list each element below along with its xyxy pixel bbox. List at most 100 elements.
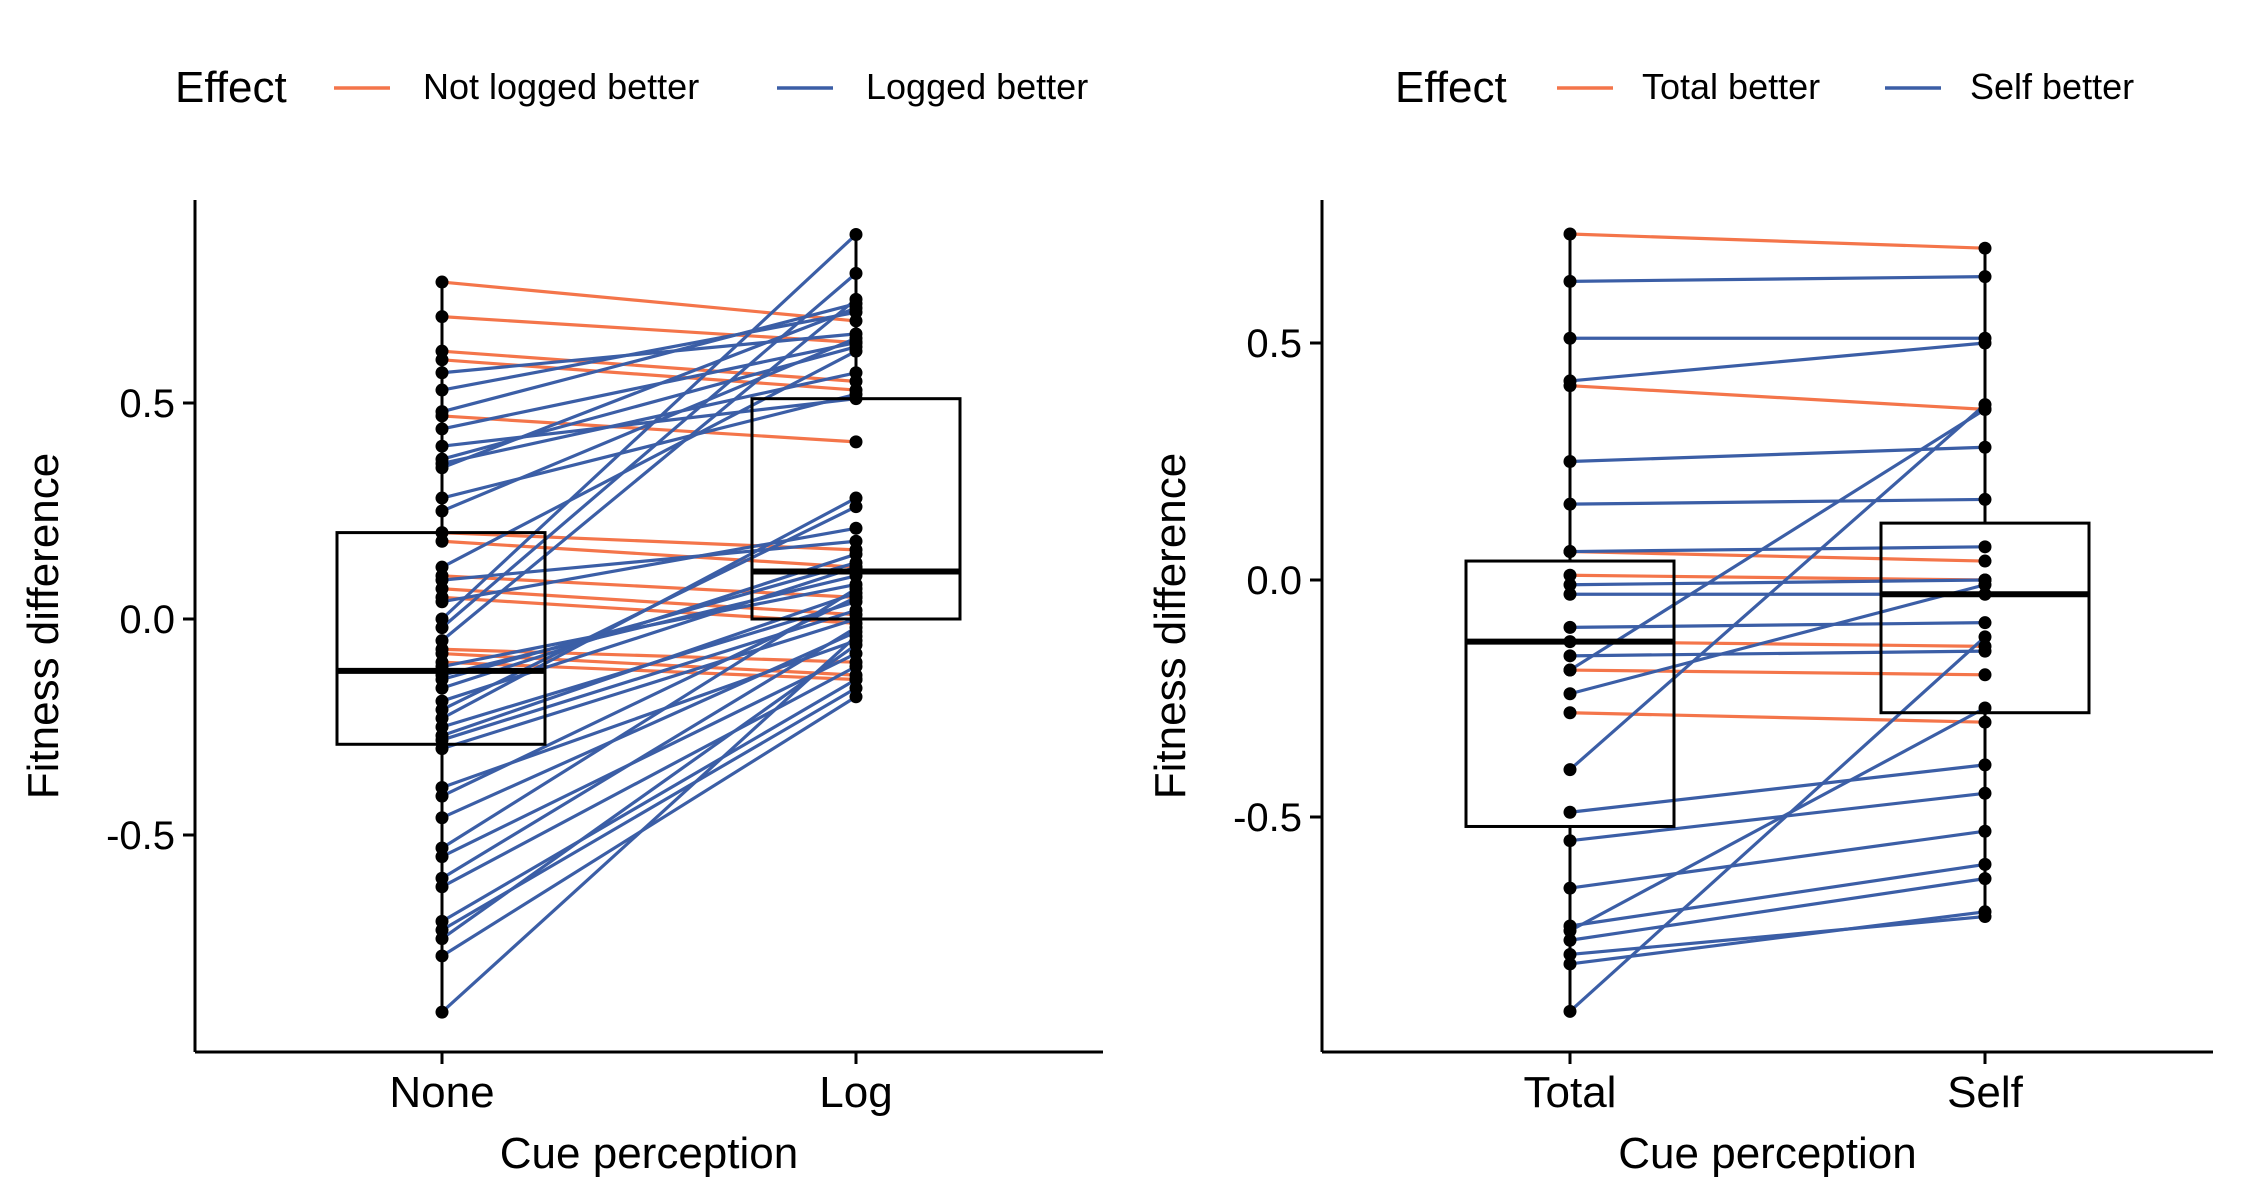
- legend-label-0: Not logged better: [423, 66, 699, 107]
- point-none-49: [435, 932, 449, 946]
- pair-line-8: [441, 587, 857, 617]
- point-log-26: [849, 228, 863, 242]
- pair-line-27: [440, 272, 858, 629]
- point-self-9: [1978, 336, 1992, 350]
- pair-line-24: [1569, 706, 1986, 933]
- point-log-21: [849, 387, 863, 401]
- y-tick-label-1: 0.0: [1246, 559, 1302, 603]
- pair-line-46: [441, 665, 857, 889]
- pair-line-12: [1569, 545, 1986, 554]
- point-none-15: [435, 405, 449, 419]
- pair-line-23: [1569, 862, 1986, 928]
- point-self-24: [1978, 701, 1992, 715]
- point-none-50: [435, 949, 449, 963]
- panel-2: Effect Total better Self better -0.5 0.0 0.5 T…: [1146, 63, 2213, 1178]
- pair-line-13: [1569, 578, 1986, 587]
- point-none-20: [435, 461, 449, 475]
- point-total-21: [1563, 834, 1577, 848]
- pair-line-39: [441, 617, 857, 751]
- point-log-28: [849, 292, 863, 306]
- point-total-6: [1563, 706, 1577, 720]
- point-self-20: [1978, 758, 1992, 772]
- point-self-23: [1978, 857, 1992, 871]
- point-total-18: [1563, 687, 1577, 701]
- pair-line-10: [1569, 445, 1986, 464]
- point-self-16: [1978, 644, 1992, 658]
- pair-line-21: [441, 392, 857, 500]
- pair-line-23: [441, 349, 857, 569]
- legend: Effect Total better Self better: [1395, 63, 2134, 112]
- pair-line-2: [1569, 549, 1986, 563]
- point-log-24: [849, 534, 863, 548]
- pair-line-16: [1569, 649, 1986, 658]
- pair-line-6: [441, 539, 857, 569]
- point-self-22: [1978, 824, 1992, 838]
- pair-line-51: [440, 635, 858, 1014]
- points: [1563, 227, 1992, 1018]
- pair-line-24: [441, 539, 857, 582]
- point-total-0: [1563, 227, 1577, 241]
- pair-line-42: [441, 630, 857, 820]
- point-total-9: [1563, 374, 1577, 388]
- point-total-10: [1563, 455, 1577, 468]
- point-none-24: [435, 573, 449, 587]
- point-self-14: [1978, 587, 1992, 601]
- legend-label-0: Total better: [1642, 66, 1820, 107]
- point-total-7: [1563, 274, 1577, 288]
- point-self-12: [1978, 540, 1992, 554]
- point-total-25: [1563, 933, 1577, 947]
- point-self-11: [1978, 492, 1992, 506]
- point-total-11: [1563, 497, 1577, 511]
- point-log-25: [849, 521, 863, 535]
- legend-label-1: Logged better: [866, 66, 1088, 107]
- point-log-23: [849, 344, 863, 358]
- pair-line-13: [441, 332, 857, 375]
- pair-line-0: [441, 280, 857, 323]
- point-self-25: [1978, 872, 1992, 886]
- point-none-41: [435, 789, 449, 803]
- point-none-27: [435, 621, 449, 635]
- pair-line-6: [1569, 711, 1986, 724]
- y-axis-title: Fitness difference: [19, 453, 68, 799]
- pair-line-19: [1568, 403, 1987, 771]
- pair-line-35: [441, 496, 857, 720]
- pair-line-25: [1569, 877, 1986, 942]
- y-tick-label-1: 0.0: [119, 598, 175, 642]
- x-tick-label-0: None: [389, 1068, 494, 1117]
- pair-line-18: [1569, 583, 1986, 696]
- point-total-24: [1563, 924, 1577, 938]
- point-total-26: [1563, 947, 1577, 961]
- point-none-39: [435, 742, 449, 756]
- points: [435, 228, 863, 1019]
- pair-line-49: [441, 643, 857, 940]
- pair-line-17: [441, 397, 857, 448]
- pair-line-44: [441, 652, 857, 859]
- pair-line-9: [1569, 341, 1986, 383]
- point-log-43: [849, 582, 863, 596]
- point-self-28: [1978, 630, 1992, 644]
- pair-line-26: [1569, 914, 1986, 957]
- pair-line-20: [1569, 763, 1986, 814]
- pair-line-26: [440, 233, 858, 621]
- point-log-22: [849, 331, 863, 345]
- point-none-3: [435, 353, 449, 367]
- x-tick-label-0: Total: [1524, 1068, 1617, 1117]
- point-none-25: [435, 595, 449, 609]
- point-none-16: [435, 422, 449, 436]
- pair-line-45: [441, 626, 857, 880]
- point-none-23: [435, 560, 449, 574]
- point-log-50: [849, 690, 863, 704]
- pair-lines: [1568, 232, 1987, 1013]
- y-tick-label-2: 0.5: [119, 382, 175, 426]
- legend-title: Effect: [175, 63, 287, 112]
- point-log-35: [849, 491, 863, 505]
- point-none-13: [435, 366, 449, 380]
- x-axis-title: Cue perception: [500, 1129, 798, 1178]
- point-log-32: [849, 547, 863, 561]
- point-log-4: [849, 435, 863, 449]
- pair-line-2: [441, 349, 857, 383]
- x-tick-label-1: Self: [1947, 1068, 2024, 1117]
- pair-line-33: [441, 565, 857, 703]
- point-total-4: [1563, 635, 1577, 649]
